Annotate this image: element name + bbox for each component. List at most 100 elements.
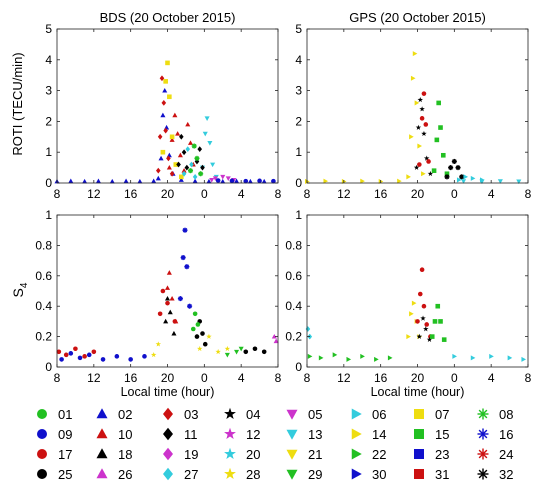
legend-item-07: 07	[414, 407, 449, 422]
data-point	[470, 175, 476, 181]
series-prn-06	[452, 353, 527, 362]
data-point	[243, 178, 249, 184]
data-point	[423, 155, 430, 161]
legend-marker-asterisk	[477, 428, 489, 440]
legend-marker-triangle-right	[351, 408, 362, 420]
data-point	[423, 122, 429, 127]
data-point	[73, 346, 78, 352]
legend-label: 08	[499, 407, 513, 422]
data-point	[432, 319, 438, 324]
legend-item-18: 18	[96, 447, 132, 462]
y-tick-label: 0.6	[35, 269, 52, 283]
data-point	[220, 174, 226, 180]
legend-marker-square	[414, 469, 424, 479]
legend-item-04: 04	[224, 407, 260, 422]
data-point	[220, 178, 226, 184]
x-tick-label: 0	[451, 187, 458, 201]
y-tick-label: 2	[45, 114, 52, 128]
y-tick-label: 0.2	[35, 330, 52, 344]
legend-label: 17	[58, 447, 72, 462]
data-point	[234, 349, 240, 355]
data-point	[159, 75, 165, 82]
data-point	[173, 162, 179, 167]
data-point	[243, 349, 249, 355]
series-prn-09	[215, 178, 276, 184]
data-point	[224, 345, 231, 352]
data-point	[436, 100, 441, 106]
data-point	[161, 100, 167, 106]
legend-marker-triangle-down	[286, 429, 298, 440]
data-point	[150, 351, 157, 358]
series-prn-04	[416, 315, 433, 342]
x-tick-label: 8	[54, 187, 61, 201]
data-point	[164, 295, 171, 301]
legend-marker-asterisk	[477, 468, 489, 480]
data-point	[516, 179, 522, 185]
data-point	[155, 175, 161, 181]
data-point	[209, 177, 215, 183]
data-point	[157, 133, 163, 140]
x-tick-label: 16	[374, 187, 388, 201]
legend-marker-triangle-up	[96, 428, 108, 439]
data-point	[157, 311, 163, 317]
data-point	[419, 116, 425, 121]
legend-label: 14	[372, 427, 386, 442]
x-tick-label: 4	[488, 371, 495, 385]
legend-label: 02	[118, 407, 132, 422]
legend-marker-circle	[37, 429, 47, 439]
legend-marker-triangle-right	[351, 468, 362, 480]
data-point	[194, 334, 200, 339]
legend-marker-star	[224, 467, 236, 480]
data-point	[155, 341, 162, 347]
data-point	[172, 112, 178, 118]
legend-marker-triangle-down	[286, 449, 298, 460]
data-point	[411, 300, 417, 306]
legend-label: 28	[246, 467, 260, 482]
data-point	[184, 264, 190, 270]
x-axis-label: Local time (hour)	[371, 385, 465, 399]
data-point	[177, 296, 183, 302]
data-point	[455, 165, 461, 171]
data-point	[109, 178, 115, 184]
data-point	[63, 352, 69, 358]
y-tick-label: 0.6	[285, 269, 302, 283]
legend-label: 18	[118, 447, 132, 462]
data-point	[163, 79, 168, 84]
data-point	[68, 351, 74, 356]
legend-item-19: 19	[163, 447, 198, 462]
legend-item-32: 32	[477, 467, 513, 482]
legend-label: 05	[308, 407, 322, 422]
data-point	[197, 146, 203, 152]
data-point	[419, 267, 425, 273]
data-point	[415, 124, 422, 130]
data-point	[166, 270, 172, 275]
data-point	[415, 319, 420, 324]
data-point	[160, 112, 166, 118]
data-point	[419, 106, 425, 112]
y-axis-label-s4: S4	[10, 282, 30, 297]
data-point	[142, 354, 147, 359]
plot-area	[307, 29, 528, 183]
data-point	[195, 322, 201, 327]
data-point	[158, 155, 164, 161]
legend-marker-circle	[37, 449, 47, 459]
data-point	[417, 96, 423, 103]
legend-marker-star	[224, 427, 236, 440]
legend-label: 15	[435, 427, 449, 442]
legend-marker-triangle-up	[96, 468, 108, 479]
data-point	[417, 162, 422, 167]
data-point	[190, 326, 196, 332]
legend-item-29: 29	[286, 467, 322, 482]
legend-item-03: 03	[163, 407, 198, 422]
legend-label: 21	[308, 447, 322, 462]
data-point	[318, 355, 324, 361]
y-tick-label: 0	[45, 176, 52, 190]
legend-item-12: 12	[224, 427, 260, 442]
data-point	[421, 171, 426, 177]
series-prn-26	[271, 333, 279, 344]
data-point	[414, 100, 420, 106]
data-point	[461, 179, 467, 184]
legend-item-10: 10	[96, 427, 132, 442]
legend-label: 24	[499, 447, 513, 462]
x-tick-label: 8	[304, 187, 311, 201]
